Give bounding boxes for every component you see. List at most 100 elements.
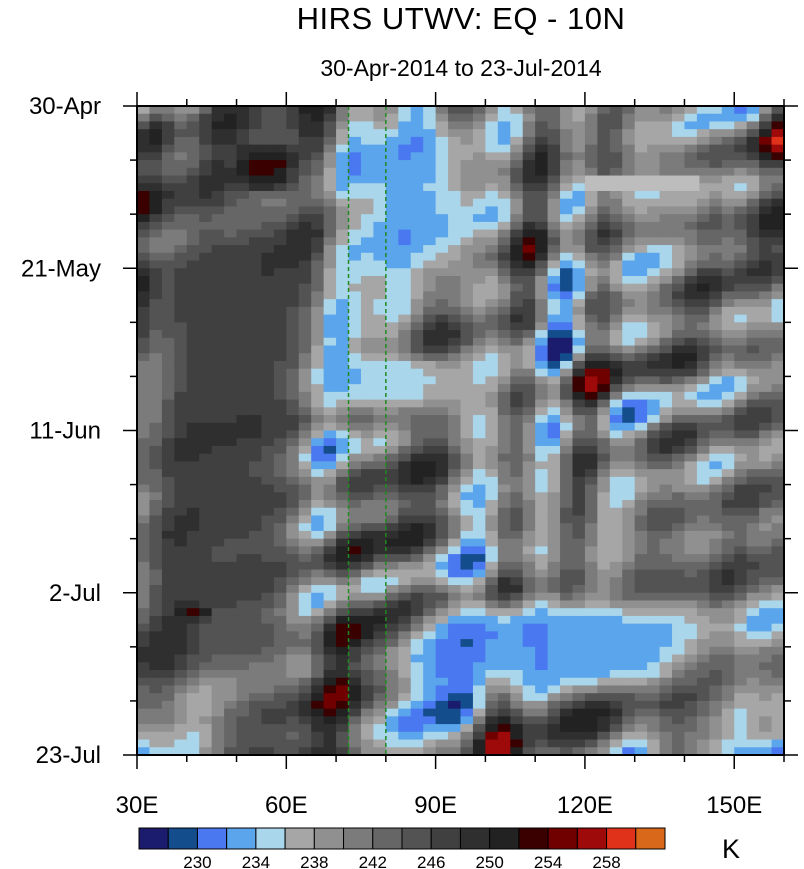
heatmap-cell xyxy=(174,337,188,347)
heatmap-cell xyxy=(622,190,636,200)
heatmap-cell xyxy=(448,160,462,169)
heatmap-cell xyxy=(186,206,200,215)
heatmap-cell xyxy=(622,708,636,717)
heatmap-cell xyxy=(348,198,362,208)
heatmap-cell xyxy=(535,685,549,694)
heatmap-cell xyxy=(161,368,175,378)
heatmap-cell xyxy=(597,190,611,200)
heatmap-cell xyxy=(734,399,748,408)
heatmap-cell xyxy=(746,631,760,640)
heatmap-cell xyxy=(535,546,549,555)
heatmap-cell xyxy=(360,214,374,223)
heatmap-cell xyxy=(410,268,424,277)
heatmap-cell xyxy=(448,391,462,401)
heatmap-cell xyxy=(224,345,238,354)
heatmap-cell xyxy=(360,476,374,486)
heatmap-cell xyxy=(248,507,263,517)
heatmap-cell xyxy=(510,747,524,755)
heatmap-cell xyxy=(323,353,337,362)
heatmap-cell xyxy=(273,415,287,424)
heatmap-cell xyxy=(497,693,511,702)
heatmap-cell xyxy=(435,275,449,285)
heatmap-cell xyxy=(721,113,735,123)
heatmap-cell xyxy=(547,314,561,323)
heatmap-cell xyxy=(672,221,686,231)
heatmap-cell xyxy=(497,415,511,424)
heatmap-cell xyxy=(236,391,250,401)
heatmap-cell xyxy=(560,283,574,293)
heatmap-cell xyxy=(398,360,412,370)
heatmap-cell xyxy=(385,384,399,393)
heatmap-cell xyxy=(622,476,636,486)
heatmap-cell xyxy=(149,731,163,741)
heatmap-cell xyxy=(360,221,374,231)
heatmap-cell xyxy=(584,160,598,169)
heatmap-cell xyxy=(746,391,760,401)
heatmap-cell xyxy=(410,353,424,362)
heatmap-cell xyxy=(186,252,200,262)
heatmap-cell xyxy=(771,484,784,493)
colorbar-swatch xyxy=(576,827,608,850)
heatmap-cell xyxy=(360,623,374,632)
heatmap-cell xyxy=(696,268,710,277)
heatmap-cell xyxy=(360,167,374,177)
heatmap-cell xyxy=(659,268,673,277)
heatmap-cell xyxy=(584,229,598,238)
heatmap-cell xyxy=(199,214,213,223)
heatmap-cell xyxy=(672,685,686,694)
heatmap-cell xyxy=(622,724,636,733)
heatmap-cell xyxy=(696,716,710,725)
heatmap-cell xyxy=(348,245,362,254)
heatmap-cell xyxy=(672,353,686,362)
heatmap-cell xyxy=(385,368,399,378)
heatmap-cell xyxy=(547,190,561,200)
heatmap-cell xyxy=(659,167,673,177)
heatmap-cell xyxy=(672,484,686,493)
heatmap-cell xyxy=(174,275,188,285)
heatmap-cell xyxy=(460,438,474,447)
heatmap-cell xyxy=(659,561,673,571)
heatmap-cell xyxy=(771,476,784,486)
heatmap-cell xyxy=(236,500,250,509)
colorbar-units: K xyxy=(722,834,741,864)
heatmap-cell xyxy=(584,144,598,153)
heatmap-cell xyxy=(485,391,499,401)
heatmap-cell xyxy=(410,152,424,161)
heatmap-cell xyxy=(485,476,499,486)
heatmap-cell xyxy=(174,546,188,555)
heatmap-cell xyxy=(298,631,312,640)
heatmap-cell xyxy=(149,291,163,300)
heatmap-cell xyxy=(161,569,175,578)
heatmap-cell xyxy=(734,175,748,184)
heatmap-cell xyxy=(709,407,723,416)
heatmap-cell xyxy=(696,260,710,269)
heatmap-cell xyxy=(510,252,524,262)
heatmap-cell xyxy=(186,639,200,648)
heatmap-cell xyxy=(547,585,561,594)
heatmap-cell xyxy=(584,530,598,540)
heatmap-cell xyxy=(186,530,200,540)
heatmap-cell xyxy=(771,152,784,161)
heatmap-cell xyxy=(609,299,623,308)
heatmap-cell xyxy=(460,322,474,331)
heatmap-cell xyxy=(385,492,399,501)
heatmap-cell xyxy=(535,183,549,192)
heatmap-cell xyxy=(298,453,312,463)
heatmap-cell xyxy=(460,337,474,347)
heatmap-cell xyxy=(659,422,673,432)
heatmap-cell xyxy=(609,747,623,755)
heatmap-cell xyxy=(721,299,735,308)
heatmap-cell xyxy=(771,747,784,755)
heatmap-cell xyxy=(746,492,760,501)
heatmap-cell xyxy=(497,190,511,200)
heatmap-cell xyxy=(423,530,437,540)
heatmap-cell xyxy=(522,399,536,408)
heatmap-cell xyxy=(721,585,735,594)
heatmap-cell xyxy=(174,561,188,571)
heatmap-cell xyxy=(560,136,574,146)
heatmap-cell xyxy=(248,716,263,725)
heatmap-cell xyxy=(161,291,175,300)
heatmap-cell xyxy=(721,685,735,694)
heatmap-cell xyxy=(547,430,561,439)
heatmap-cell xyxy=(186,430,200,439)
